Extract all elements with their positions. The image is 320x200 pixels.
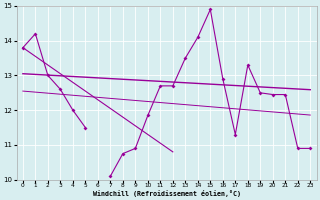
X-axis label: Windchill (Refroidissement éolien,°C): Windchill (Refroidissement éolien,°C) bbox=[92, 190, 241, 197]
